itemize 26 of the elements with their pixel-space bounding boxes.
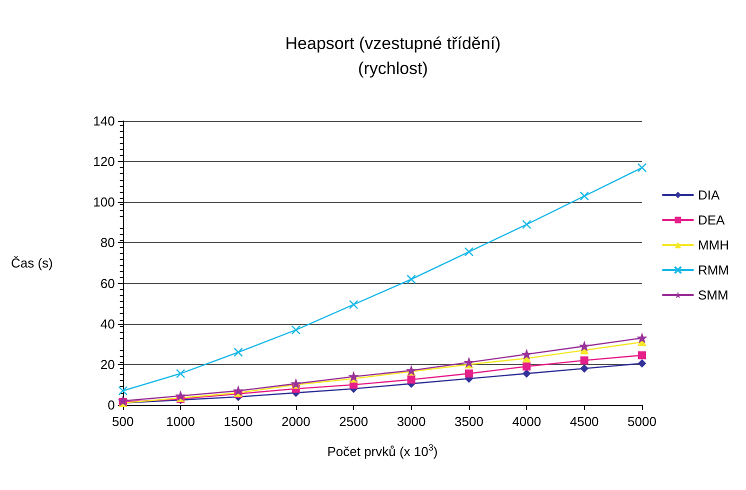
x-tick-label: 5000 [628,414,656,429]
legend-label: DIA [698,188,720,202]
x-tick-label: 3500 [454,414,484,429]
y-tick-label: 40 [100,316,115,332]
y-tick-label: 120 [93,154,115,170]
x-tick-label: 2500 [339,414,368,429]
x-tick-label: 2000 [281,414,310,429]
x-tick-label: 1000 [166,414,196,429]
y-tick-label: 100 [93,194,115,210]
y-tick-label: 20 [100,356,115,372]
legend-label: MMH [698,238,729,252]
y-axis-title: Čas (s) [11,256,53,270]
x-tick-label: 1500 [224,414,253,429]
chart-subtitle: (rychlost) [358,59,428,78]
x-tick-label: 4000 [512,414,542,429]
y-tick-label: 60 [100,276,115,291]
legend-label: RMM [698,262,729,278]
x-tick-label: 500 [112,414,134,429]
legend-label: DEA [698,212,726,228]
legend-label: SMM [698,288,728,302]
y-tick-label: 140 [93,114,115,128]
x-tick-label: 4500 [570,414,599,429]
y-tick-label: 80 [100,235,115,250]
chart-title: Heapsort (vzestupné třídění) [285,34,501,53]
y-tick-label: 0 [108,398,115,412]
x-tick-label: 3000 [396,414,426,429]
